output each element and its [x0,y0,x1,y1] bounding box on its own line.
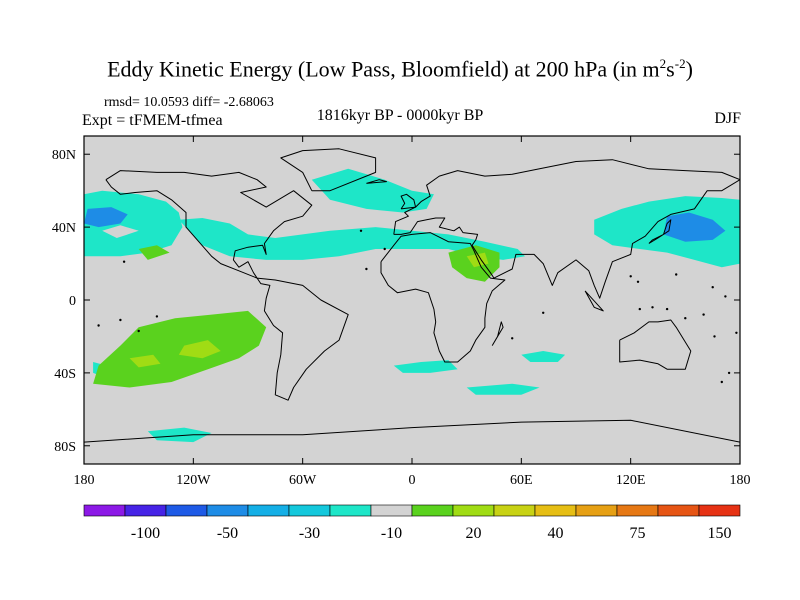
colorbar-swatch [575,504,618,517]
island [724,295,727,298]
anomaly-region [129,354,161,368]
anomaly-region [663,212,726,242]
axis-ticks: 80N 40N 0 40S 80S 180 120W 60W 0 60E 120E 180 [52,136,751,488]
island [735,331,738,334]
coastline [393,159,740,299]
island [638,307,641,311]
coastline [380,232,506,363]
anomaly-region [138,245,170,260]
colorbar-swatch [370,504,413,517]
colorbar-swatch [247,504,290,517]
island [665,307,669,311]
anomaly-region [102,225,139,238]
island [137,329,140,333]
stats-text: rmsd= 10.0593 diff= -2.68063 [104,95,274,110]
colorbar-label: 75 [630,525,646,542]
colorbar-swatch [493,504,536,517]
colorbar-label: 150 [708,525,732,542]
lat-tick-label: 40S [54,367,76,382]
island [720,380,723,384]
coastline [280,148,377,192]
coastline [648,219,672,244]
coastlines [84,148,740,443]
anomaly-region [93,310,267,388]
colorbar-label: -30 [299,525,320,542]
colorbar-swatch [165,504,208,517]
colorbar-swatch [206,504,249,517]
plot-title: Eddy Kinetic Energy (Low Pass, Bloomfiel… [107,56,693,82]
colorbar-label: 40 [548,525,564,542]
map-background [84,136,740,464]
lon-tick-label: 180 [730,473,751,488]
experiment-label: Expt = tFMEM-tfmea [82,112,223,129]
island [122,260,126,263]
lon-tick-label: 0 [409,473,416,488]
island [675,273,678,276]
coastline [84,419,740,443]
lon-tick-label: 60W [289,473,317,488]
island [119,318,122,322]
island [383,247,386,251]
anomaly-region [393,360,458,373]
coastline [400,193,417,210]
coastline [366,179,387,184]
season-label: DJF [714,110,741,127]
anomaly-region [84,207,128,228]
lat-tick-label: 80S [54,440,76,455]
colorbar-swatch [616,504,659,517]
island [155,315,159,318]
island [511,337,514,340]
anomaly-region [466,383,540,395]
anomaly-region [178,340,221,359]
colorbar-swatch [124,504,167,517]
period-label: 1816kyr BP - 0000kyr BP [316,107,484,124]
island [684,317,687,320]
island [713,335,716,338]
island [711,286,714,289]
island [651,306,654,309]
lon-tick-label: 120W [176,473,211,488]
coastline [619,319,692,370]
island [702,313,705,316]
colorbar-swatch [534,504,577,517]
colorbar-swatch [329,504,372,517]
island [636,280,640,283]
coastline [491,321,504,346]
colorbar-swatch [288,504,331,517]
lat-tick-label: 80N [52,148,76,163]
coastline [584,290,604,312]
colorbar-swatch [698,504,741,517]
lat-tick-label: 0 [69,294,76,309]
lon-tick-label: 60E [510,473,533,488]
colorbar-swatch [83,504,126,517]
lon-tick-label: 120E [616,473,646,488]
colorbar-swatch [657,504,700,517]
colorbar-label: -50 [217,525,238,542]
colorbar-swatch [452,504,495,517]
anomaly-region [84,190,183,257]
colorbar-label: 20 [466,525,482,542]
lon-tick-label: 180 [74,473,95,488]
colorbar-label: -10 [381,525,402,542]
island [727,371,731,375]
island [542,311,545,314]
anomaly-region [147,427,212,443]
anomaly-region [521,351,566,362]
colorbar: -100 -50 -30 -10 20 40 75 150 [83,504,741,542]
island [629,275,632,278]
island [359,229,363,232]
island [365,267,368,271]
colorbar-label: -100 [131,525,160,542]
coastline [105,170,349,401]
lat-tick-label: 40N [52,221,76,236]
colorbar-swatch [411,504,454,517]
island [97,324,100,327]
